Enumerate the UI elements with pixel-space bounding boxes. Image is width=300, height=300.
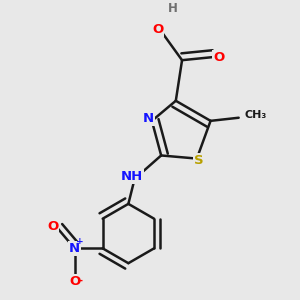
Text: O: O	[213, 51, 224, 64]
Text: O: O	[47, 220, 58, 233]
Text: CH₃: CH₃	[245, 110, 267, 120]
Text: H: H	[168, 2, 178, 15]
Text: N: N	[142, 112, 154, 125]
Text: +: +	[76, 237, 84, 246]
Text: O: O	[69, 275, 80, 288]
Text: O: O	[152, 23, 164, 36]
Text: -: -	[78, 275, 82, 286]
Text: N: N	[69, 242, 80, 255]
Text: S: S	[194, 154, 203, 166]
Text: NH: NH	[121, 170, 143, 183]
